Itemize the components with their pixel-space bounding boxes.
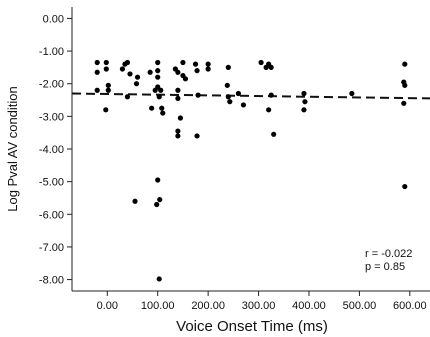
data-point [240,102,247,108]
data-point [175,87,181,93]
y-tick-label: 0.00 [43,13,64,25]
y-tick-label: -4.00 [39,144,64,156]
data-point [103,59,109,66]
data-point [225,64,231,70]
data-point [156,94,162,100]
data-point [402,61,408,67]
data-point [155,74,161,80]
x-ticks: 0.00 100.00 200.00 300.00 400.00 500.00 600.00 [97,291,427,312]
data-point [235,90,241,97]
data-point [132,198,138,204]
data-point [124,59,131,66]
data-point [224,82,230,88]
y-tick-label: -8.00 [39,275,64,287]
data-point [402,183,408,190]
data-point [147,69,153,75]
data-point [155,68,161,74]
data-point [105,87,111,93]
y-tick-label: -3.00 [39,111,64,123]
data-point [402,82,408,88]
y-tick-label: -5.00 [39,177,64,189]
y-tick-label: -7.00 [39,242,64,254]
data-point [119,66,126,72]
x-tick-label: 400.00 [292,300,326,312]
y-axis-title: Log Pval AV condition [5,86,20,212]
y-axis: 0.00 -1.00 -2.00 -3.00 -4.00 -5.00 -6.00 -7.00 -… [39,7,73,291]
x-tick-label: 100.00 [141,300,175,312]
data-point [266,107,272,113]
data-point [194,133,200,139]
data-point [301,107,307,113]
data-point [271,131,277,137]
regression-fit-line [71,92,430,100]
y-ticks: 0.00 -1.00 -2.00 -3.00 -4.00 -5.00 -6.00 -7.00 -… [39,13,72,287]
data-point [155,59,161,66]
x-tick-label: 0.00 [97,300,118,312]
data-point [105,82,111,88]
x-axis: 0.00 100.00 200.00 300.00 400.00 500.00 600.00 [72,290,430,312]
data-point [177,115,184,121]
data-point [175,133,181,139]
y-tick-label: -6.00 [39,209,64,221]
data-point [227,99,233,105]
data-point [194,68,200,74]
data-point [156,276,162,282]
data-point [160,110,166,116]
x-tick-label: 500.00 [343,300,377,312]
data-point [134,74,141,80]
data-point [205,66,211,72]
data-point [205,61,211,67]
data-point [124,94,131,100]
data-point [133,81,140,87]
data-point [175,95,181,102]
data-point [94,59,100,66]
x-tick-label: 600.00 [393,300,427,312]
data-point [94,87,100,93]
data-point [149,105,155,111]
x-axis-title: Voice Onset Time (ms) [176,318,328,335]
y-tick-label: -2.00 [39,79,64,91]
data-point [349,90,355,97]
data-point [157,196,163,203]
data-point [225,94,231,100]
data-point [103,107,109,113]
data-point [103,66,109,72]
data-point [154,201,160,208]
data-point [182,76,189,82]
data-point [159,105,165,111]
correlation-r-label: r = -0.022 [365,248,412,260]
data-point [268,64,274,70]
data-point [180,59,186,66]
data-points [94,59,408,282]
data-point [155,177,161,183]
correlation-p-label: p = 0.85 [365,261,405,273]
data-point [301,90,307,97]
data-point [127,71,133,77]
data-point [195,92,201,98]
y-tick-label: -1.00 [39,46,64,58]
data-point [158,87,164,93]
data-point [302,99,308,105]
data-point [94,69,100,75]
data-point [192,61,199,67]
data-point [258,59,264,66]
x-tick-label: 300.00 [242,300,276,312]
data-point [268,92,274,98]
x-tick-label: 200.00 [191,300,225,312]
data-point [175,69,181,75]
data-point [401,100,407,106]
data-point [175,128,181,134]
data-point [155,84,161,90]
